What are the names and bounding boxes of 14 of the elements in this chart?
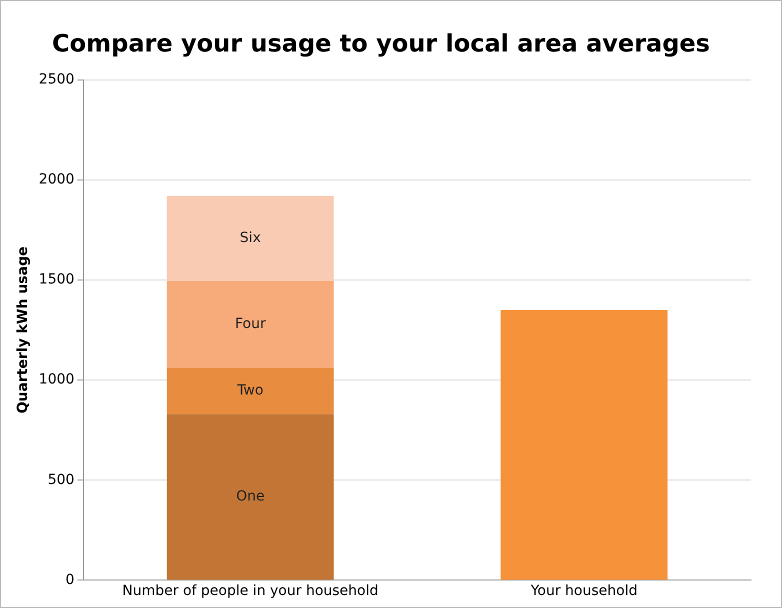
x-tick-label: Number of people in your household [122,583,378,600]
y-tick-label: 1000 [38,372,74,388]
series-label: Six [240,230,261,246]
y-tick-label: 2500 [38,71,74,88]
y-tick-label: 1500 [38,272,74,288]
series-label: One [236,488,265,505]
chart-title: Compare your usage to your local area averages [52,30,710,58]
series-label: Two [236,382,264,399]
y-axis-title: Quarterly kWh usage [15,246,32,414]
series-label: Four [234,316,266,332]
y-tick-label: 2000 [38,172,74,188]
y-tick-label: 500 [48,472,74,488]
x-tick-label: Your household [530,583,638,600]
y-tick-label: 0 [66,572,74,588]
